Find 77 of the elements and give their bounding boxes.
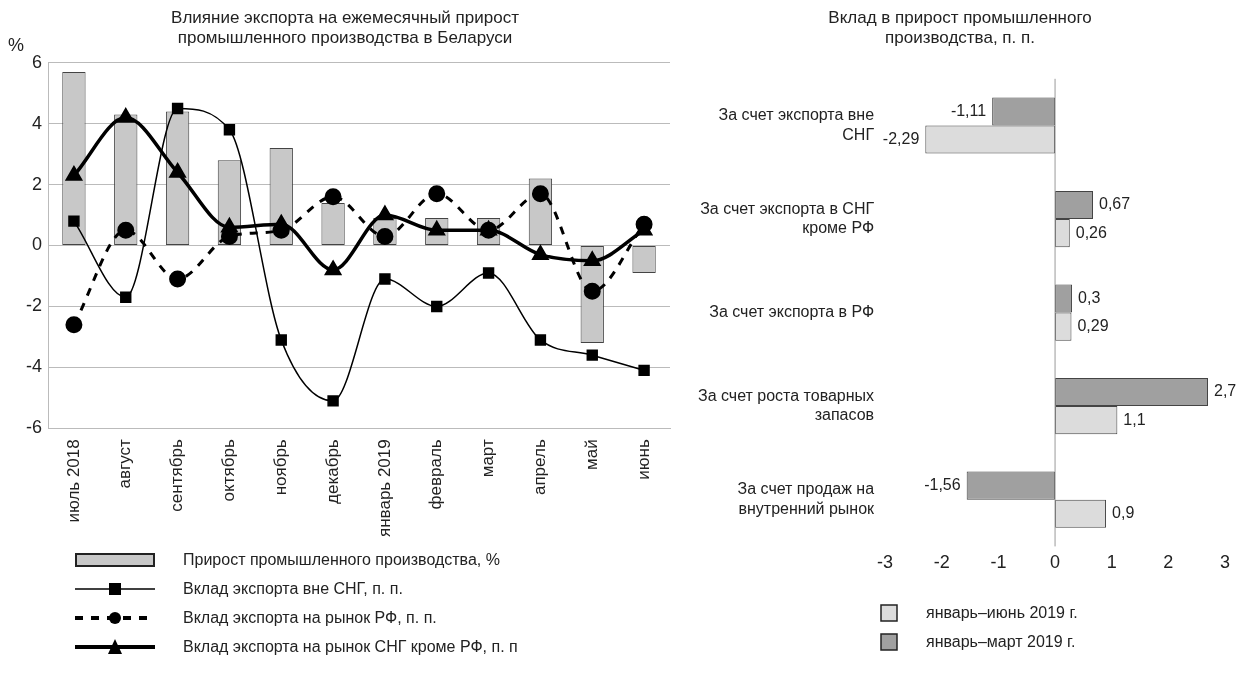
data-label: -2,29 <box>882 129 920 147</box>
x-tick-label: ноябрь <box>270 439 290 496</box>
y-tick-label: 2 <box>31 173 42 194</box>
y-tick-label: За счет экспорта в СНГ кроме РФ <box>700 199 875 237</box>
y-tick-label: 6 <box>31 51 42 72</box>
data-label: 0,29 <box>1077 317 1109 335</box>
x-tick-label: 1 <box>1106 552 1117 573</box>
x-tick-label: апрель <box>530 439 550 496</box>
point <box>169 270 187 288</box>
x-tick-label: март <box>478 439 498 478</box>
point <box>377 206 393 221</box>
y-tick-label: -4 <box>25 356 42 377</box>
data-label: 0,3 <box>1078 288 1101 306</box>
legend-label: Прирост промышленного производства, % <box>183 550 500 569</box>
point <box>117 108 134 123</box>
y-tick-label: За счет продаж на внутренний рынок <box>737 480 876 517</box>
x-tick-label: октябрь <box>219 439 239 502</box>
point <box>68 215 80 227</box>
x-tick-label: 3 <box>1219 552 1231 573</box>
point <box>171 102 184 115</box>
x-tick-label: февраль <box>426 439 446 510</box>
y-tick-label: -2 <box>25 295 42 316</box>
point <box>324 188 342 206</box>
x-tick-label: май <box>581 439 601 470</box>
data-label: 1,1 <box>1123 410 1146 428</box>
point <box>117 221 135 239</box>
point <box>327 395 339 407</box>
point <box>275 334 287 346</box>
point <box>223 124 236 136</box>
point <box>584 252 601 267</box>
legend-label: Вклад экспорта вне СНГ, п. п. <box>183 579 403 598</box>
legend-label: Вклад экспорта на рынок РФ, п. п. <box>183 608 437 627</box>
point <box>273 215 290 230</box>
x-tick-label: -3 <box>877 552 894 573</box>
data-label: -1,11 <box>950 101 987 119</box>
x-tick-label: июнь <box>633 439 653 480</box>
x-tick-label: июль 2018 <box>63 439 83 523</box>
chart-title: Вклад в прирост промышленного производства, п. п. <box>828 7 1092 48</box>
y-tick-label: 0 <box>31 234 42 255</box>
x-tick-label: январь 2019 <box>374 439 394 538</box>
x-tick-label: -2 <box>933 552 950 573</box>
x-tick-label: -1 <box>990 552 1007 573</box>
point <box>379 273 391 285</box>
y-tick-label: За счет роста товарных запасов <box>698 386 875 424</box>
point <box>428 185 446 203</box>
x-tick-label: август <box>115 439 135 489</box>
y-tick-label: 4 <box>31 112 42 133</box>
point <box>638 364 650 377</box>
point <box>534 334 547 346</box>
data-label: -1,56 <box>924 476 961 494</box>
point <box>66 166 82 181</box>
x-tick-label: декабрь <box>322 439 342 504</box>
point <box>431 300 443 313</box>
x-tick-label: 0 <box>1050 552 1061 573</box>
legend-label: январь–июнь 2019 г. <box>926 603 1078 622</box>
y-tick-label: За счет экспорта в РФ <box>709 303 875 321</box>
y-axis-title: % <box>8 34 25 55</box>
point <box>586 349 598 361</box>
x-tick-label: сентябрь <box>167 439 187 512</box>
legend-label: Вклад экспорта на рынок СНГ кроме РФ, п. п <box>183 637 518 656</box>
data-label: 0,67 <box>1099 195 1131 213</box>
point <box>325 261 341 276</box>
legend-label: январь–март 2019 г. <box>926 632 1076 651</box>
chart-title: Влияние экспорта на ежемесячный прирост промышленного производства в Беларуси <box>171 7 520 48</box>
point <box>482 267 495 279</box>
point <box>532 245 549 260</box>
data-label: 0,26 <box>1075 223 1108 241</box>
point <box>583 282 601 300</box>
point <box>65 316 83 334</box>
y-tick-label: За счет экспорта вне СНГ <box>718 106 875 143</box>
x-tick-label: 2 <box>1163 552 1174 573</box>
y-tick-label: -6 <box>25 417 42 438</box>
point <box>120 291 132 303</box>
data-label: 2,7 <box>1214 382 1237 400</box>
data-label: 0,9 <box>1112 504 1135 522</box>
point <box>531 185 549 203</box>
point <box>169 163 186 178</box>
